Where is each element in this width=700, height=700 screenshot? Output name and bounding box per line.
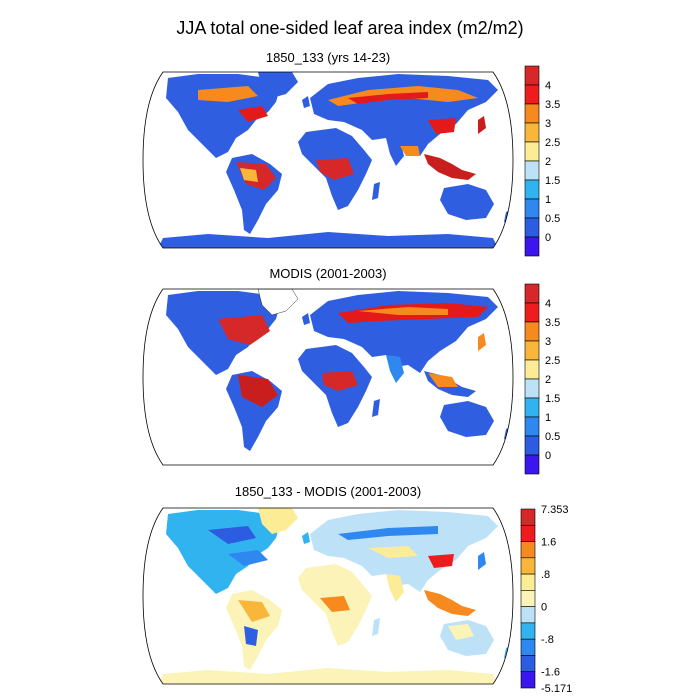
colorbar-box — [524, 435, 540, 456]
colorbar-label: 1 — [545, 194, 551, 206]
colorbar-box — [520, 541, 536, 559]
colorbar-label: 0 — [541, 602, 547, 614]
colorbar-diff: 7.353 1.6 .8 0 -.8 -1.6 -5.171 — [520, 504, 572, 695]
panel-diff: 1850_133 - MODIS (2001-2003) — [142, 484, 572, 695]
colorbar-label: 4 — [545, 298, 551, 310]
colorbar-box — [524, 122, 540, 143]
colorbar-box — [520, 622, 536, 640]
colorbar-box — [524, 217, 540, 238]
colorbar-box — [524, 236, 540, 257]
colorbar-box — [524, 397, 540, 418]
map-modis — [142, 288, 514, 466]
colorbar-box — [524, 103, 540, 124]
colorbar-label: 0.5 — [545, 213, 560, 225]
colorbar-box — [520, 671, 536, 689]
colorbar-label: 1.5 — [545, 393, 560, 405]
colorbar-label: 0 — [545, 232, 551, 244]
colorbar-label: 0.5 — [545, 431, 560, 443]
colorbar-label: -.8 — [541, 634, 554, 646]
colorbar-box — [520, 508, 536, 526]
colorbar-box — [524, 340, 540, 361]
colorbar-box — [524, 160, 540, 181]
colorbar-label: 3.5 — [545, 99, 560, 111]
colorbar-box — [524, 84, 540, 105]
colorbar-box — [520, 524, 536, 542]
colorbar-label: 2 — [545, 374, 551, 386]
panel-title: 1850_133 - MODIS (2001-2003) — [235, 484, 421, 499]
colorbar-box — [524, 359, 540, 380]
colorbar-label: -1.6 — [541, 667, 560, 679]
colorbar-label: 1.6 — [541, 537, 556, 549]
colorbar-label: 2.5 — [545, 355, 560, 367]
map-diff — [142, 507, 514, 685]
colorbar-box — [524, 141, 540, 162]
figure-title: JJA total one-sided leaf area index (m2/… — [176, 18, 523, 38]
colorbar-box — [520, 573, 536, 591]
colorbar-label: 2.5 — [545, 137, 560, 149]
colorbar-label: 1.5 — [545, 175, 560, 187]
colorbar-box — [524, 283, 540, 304]
colorbar-box — [520, 590, 536, 607]
panel-title: MODIS (2001-2003) — [269, 266, 386, 281]
panel-title: 1850_133 (yrs 14-23) — [266, 50, 390, 65]
colorbar-label: 3.5 — [545, 317, 560, 329]
colorbar-label: 2 — [545, 156, 551, 168]
colorbar-label: 3 — [545, 118, 551, 130]
colorbar-modis: 4 3.5 3 2.5 2 1.5 1 0.5 0 — [524, 283, 560, 475]
colorbar-label: 3 — [545, 336, 551, 348]
colorbar-box — [520, 655, 536, 673]
colorbar-box — [520, 638, 536, 656]
colorbar-model: 4 3.5 3 2.5 2 1.5 1 0.5 0 — [524, 65, 560, 257]
panel-modis: MODIS (2001-2003) — [142, 266, 560, 475]
colorbar-box — [524, 416, 540, 437]
colorbar-label: -5.171 — [541, 683, 572, 695]
colorbar-box — [520, 606, 536, 624]
colorbar-box — [524, 321, 540, 342]
colorbar-label: 1 — [545, 412, 551, 424]
colorbar-box — [524, 198, 540, 219]
colorbar-box — [524, 378, 540, 399]
colorbar-box — [524, 454, 540, 475]
colorbar-box — [524, 65, 540, 86]
panel-model: 1850_133 (yrs 14-23) — [142, 50, 560, 257]
colorbar-box — [524, 179, 540, 200]
colorbar-box — [524, 302, 540, 323]
map-model — [142, 71, 514, 249]
colorbar-box — [520, 557, 536, 575]
colorbar-label: 4 — [545, 80, 551, 92]
colorbar-label: .8 — [541, 569, 550, 581]
colorbar-label: 7.353 — [541, 504, 569, 516]
colorbar-label: 0 — [545, 450, 551, 462]
